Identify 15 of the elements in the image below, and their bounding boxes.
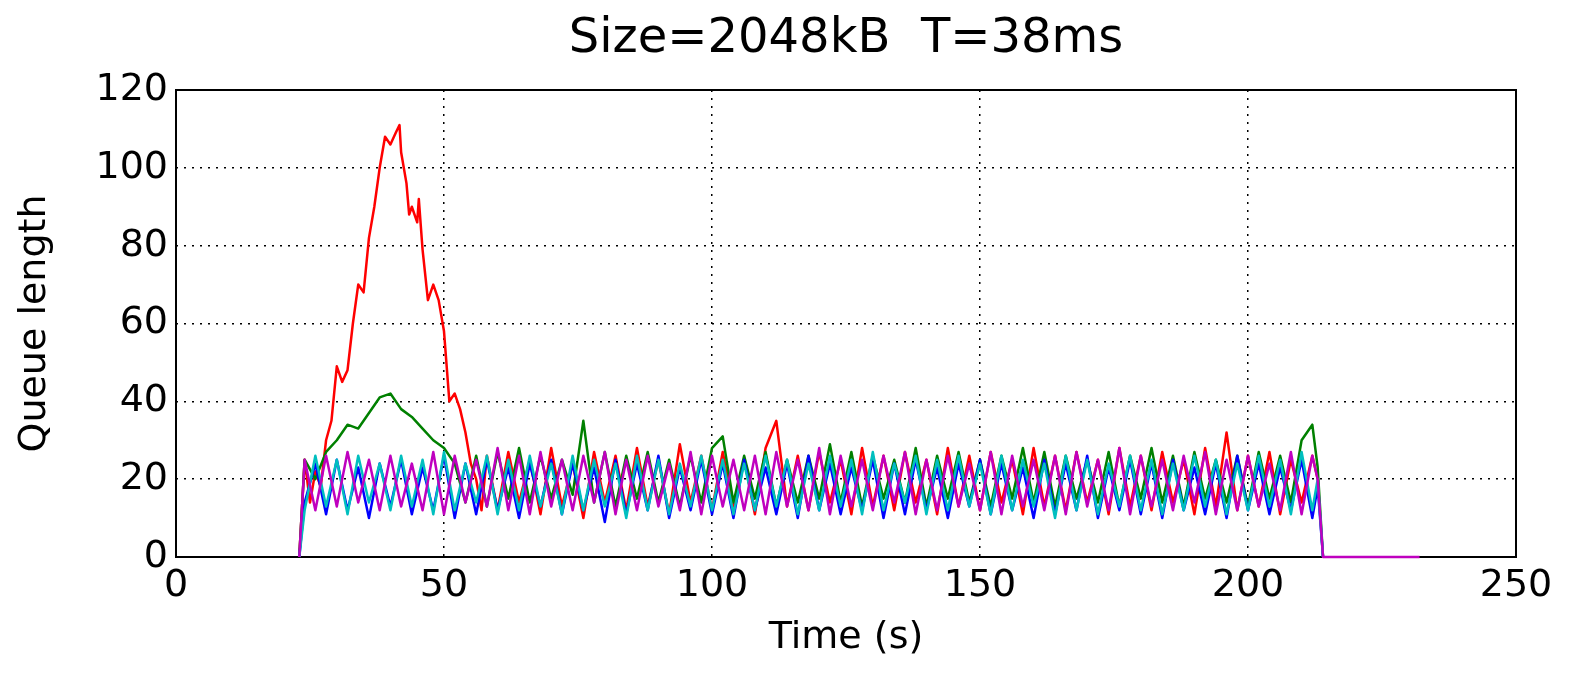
y-axis-title: Queue length <box>9 194 54 453</box>
x-axis-title: Time (s) <box>767 613 924 658</box>
y-tick-label: 80 <box>119 220 168 265</box>
x-tick-label: 250 <box>1479 560 1553 605</box>
y-tick-label: 120 <box>95 64 168 109</box>
x-tick-label: 200 <box>1211 560 1285 605</box>
x-tick-label: 50 <box>419 560 469 605</box>
y-tick-label: 100 <box>95 142 168 187</box>
x-tick-label: 100 <box>675 560 749 605</box>
y-tick-label: 20 <box>119 454 168 499</box>
chart-title: Size=2048kB T=38ms <box>568 7 1124 64</box>
y-tick-label: 60 <box>119 298 168 343</box>
y-tick-label: 40 <box>119 376 168 421</box>
x-tick-label: 150 <box>943 560 1017 605</box>
y-tick-label: 0 <box>143 531 168 576</box>
